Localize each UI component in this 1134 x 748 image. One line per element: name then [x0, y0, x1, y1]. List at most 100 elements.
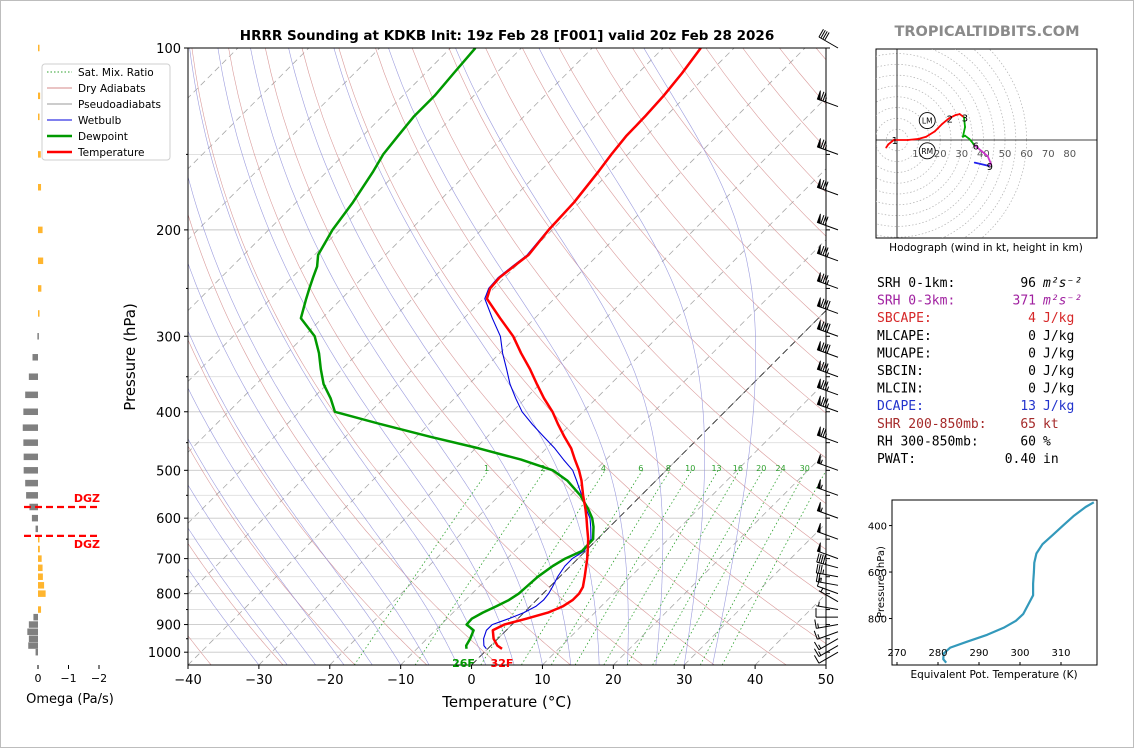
y-tick-label: 900 — [156, 619, 181, 634]
wind-barb — [816, 360, 839, 378]
dry-adiabat — [485, 48, 826, 459]
theta-e-x-label: Equivalent Pot. Temperature (K) — [910, 669, 1077, 681]
legend-label: Pseudoadiabats — [78, 99, 161, 111]
dry-adiabat — [522, 48, 826, 414]
zero-isotherm — [471, 309, 826, 665]
theta-e-x-tick-label: 280 — [928, 648, 947, 659]
stats-table: SRH 0-1km: 96 m²s⁻² SRH 0-3km: 371 m²s⁻² SBCAP… — [877, 276, 1082, 467]
omega-panel: DGZ DGZ 0 −1 −2 Omega (Pa/s) — [22, 44, 114, 707]
y-tick-label: 300 — [156, 330, 181, 345]
stat-label: SRH 0-3km: — [877, 294, 955, 309]
omega-bar — [38, 92, 41, 100]
pseudo-adiabat — [333, 48, 600, 665]
hodograph-segment — [973, 144, 983, 152]
stat-label: SHR 200-850mb: — [877, 417, 987, 432]
x-tick-label: −30 — [245, 673, 272, 688]
hodograph-height-label: 3 — [962, 113, 968, 124]
hodograph-segment — [947, 114, 957, 120]
wind-barb — [816, 395, 839, 413]
stat-row: SRH 0-1km: 96 m²s⁻² — [877, 276, 1082, 291]
dry-adiabat — [448, 48, 826, 504]
wind-barb — [816, 502, 839, 519]
dewpoint-trace — [299, 48, 595, 649]
hodograph-ring-label: 50 — [999, 149, 1012, 160]
pseudo-adiabat — [188, 330, 401, 665]
theta-e-y-tick-label: 800 — [868, 615, 887, 626]
omega-tick-label: −1 — [60, 672, 76, 685]
dry-adiabat — [375, 48, 826, 597]
pseudo-adiabat — [188, 387, 373, 665]
omega-bar — [37, 333, 39, 340]
omega-bar — [38, 113, 40, 121]
mixing-ratio-line — [414, 470, 546, 665]
mixing-ratio-label: 6 — [638, 464, 643, 473]
omega-bar — [38, 535, 40, 543]
dry-adiabat — [558, 48, 826, 369]
theta-e-panel: 270 280 290 300 310 400 600 800 Equivalent Pot.… — [868, 499, 1098, 681]
omega-bar — [28, 642, 38, 649]
theta-e-y-label: Pressure (hPa) — [876, 546, 887, 618]
dry-adiabat — [301, 48, 787, 665]
stat-row: MLCIN: 0 J/kg — [877, 382, 1074, 397]
stat-value: 0 — [1028, 329, 1036, 344]
wind-barb — [815, 572, 839, 586]
stat-row: SBCAPE: 4 J/kg — [877, 311, 1074, 326]
stat-row: MUCAPE: 0 J/kg — [877, 346, 1074, 361]
stat-unit: J/kg — [1043, 311, 1074, 326]
stat-row: PWAT: 0.40 in — [877, 452, 1059, 467]
mixing-ratio-line — [574, 470, 693, 665]
stat-unit: % — [1043, 434, 1051, 449]
wind-barb — [816, 454, 839, 471]
stat-label: MLCIN: — [877, 382, 924, 397]
dgz-label: DGZ — [74, 538, 100, 551]
omega-bar — [23, 467, 38, 474]
omega-bar — [22, 424, 38, 431]
mixing-ratio-label: 4 — [601, 464, 606, 473]
wind-barb — [814, 638, 839, 651]
hodograph-ring-label: 70 — [1042, 149, 1055, 160]
mixing-ratio-line — [626, 470, 740, 665]
stat-row: MLCAPE: 0 J/kg — [877, 329, 1074, 344]
stat-value: 4 — [1028, 311, 1036, 326]
omega-bar — [38, 183, 42, 191]
wind-barb — [816, 553, 839, 569]
mixing-ratio-line — [353, 470, 489, 665]
isotherm-line — [188, 48, 735, 595]
stat-unit: J/kg — [1043, 399, 1074, 414]
legend-label: Sat. Mix. Ratio — [78, 67, 154, 79]
stat-label: DCAPE: — [877, 399, 924, 414]
mixing-ratio-label: 2 — [540, 464, 545, 473]
mixing-ratio-label: 10 — [685, 464, 695, 473]
wind-barb — [814, 651, 839, 664]
stat-row: SHR 200-850mb: 65 kt — [877, 417, 1059, 432]
omega-axis-label: Omega (Pa/s) — [26, 692, 114, 707]
stat-label: MLCAPE: — [877, 329, 932, 344]
theta-e-x-tick-label: 270 — [887, 648, 906, 659]
mixing-ratio-label: 8 — [666, 464, 671, 473]
x-tick-label: −20 — [316, 673, 343, 688]
stat-value: 0 — [1028, 364, 1036, 379]
hodograph-segment — [968, 138, 976, 147]
surface-dewpoint-label: 26F — [452, 657, 475, 670]
x-tick-label: 30 — [676, 673, 693, 688]
dry-adiabat — [338, 48, 826, 644]
wind-barb — [815, 608, 838, 618]
hodograph-ring-label: 10 — [912, 149, 925, 160]
hodograph-segment — [973, 161, 990, 167]
isotherm-line — [683, 522, 826, 665]
wind-barb — [816, 341, 839, 358]
hodograph-segment — [925, 130, 936, 138]
x-tick-label: 50 — [818, 673, 835, 688]
y-tick-label: 800 — [156, 588, 181, 603]
skew-t-legend: Sat. Mix. Ratio Dry Adiabats Pseudoadiabat… — [41, 63, 171, 161]
hodograph-segment — [980, 149, 989, 158]
temperature-trace — [485, 48, 702, 650]
stat-unit: kt — [1043, 417, 1059, 432]
omega-bar — [38, 151, 41, 158]
wind-barb — [816, 90, 839, 108]
omega-bar — [38, 573, 43, 580]
omega-bar — [35, 648, 38, 656]
pseudo-adiabat — [455, 48, 664, 665]
stat-label: SRH 0-1km: — [877, 276, 955, 291]
